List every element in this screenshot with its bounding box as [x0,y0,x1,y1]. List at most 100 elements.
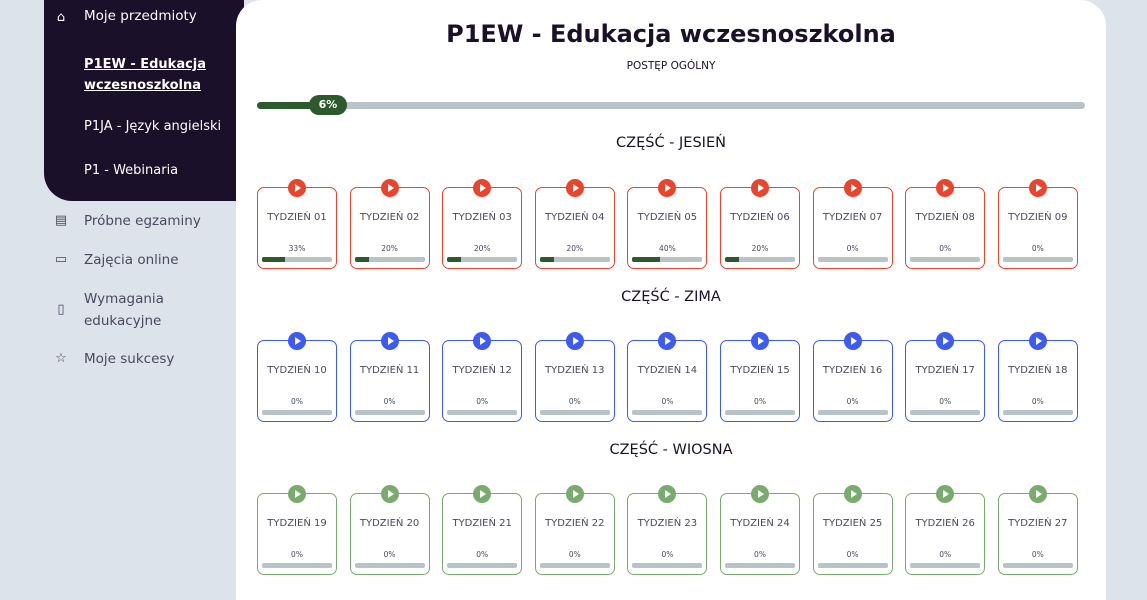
play-icon[interactable] [288,179,306,197]
play-icon[interactable] [473,332,492,350]
week-progress-bar [354,410,425,415]
subject-p1ew[interactable]: P1EW - Edukacja wczesnoszkolna [84,57,207,93]
week-card[interactable]: TYDZIEŃ 17 0% [905,332,986,422]
play-icon[interactable] [658,179,677,197]
week-card[interactable]: TYDZIEŃ 15 0% [720,332,800,422]
week-label: TYDZIEŃ 20 [359,518,420,529]
play-icon[interactable] [936,485,955,503]
week-card[interactable]: TYDZIEŃ 25 0% [812,485,893,575]
week-progress-text: 0% [383,397,396,406]
play-icon[interactable] [751,179,769,197]
week-card[interactable]: TYDZIEŃ 22 0% [534,485,615,575]
play-icon[interactable] [565,332,584,350]
week-card[interactable]: TYDZIEŃ 23 0% [627,485,708,575]
sidebar-item-zajecia-online[interactable]: Zajęcia online [84,252,179,268]
week-progress-bar [447,257,518,262]
play-icon[interactable] [380,179,399,197]
overall-progress-fill [257,102,324,109]
week-card[interactable]: TYDZIEŃ 09 0% [997,179,1078,269]
play-icon[interactable] [473,179,492,197]
week-progress-text: 20% [473,244,491,253]
week-label: TYDZIEŃ 09 [1008,212,1068,223]
week-card[interactable]: TYDZIEŃ 14 0% [627,332,708,422]
week-label: TYDZIEŃ 12 [452,365,512,376]
week-card[interactable]: TYDZIEŃ 03 20% [442,179,523,269]
week-progress-bar [910,257,981,262]
play-icon[interactable] [288,485,306,503]
week-progress-text: 33% [288,244,306,253]
play-icon[interactable] [1028,179,1047,197]
subject-p1-webinaria[interactable]: P1 - Webinaria [84,163,179,178]
play-icon[interactable] [380,332,399,350]
week-card[interactable]: TYDZIEŃ 08 0% [905,179,986,269]
week-card[interactable]: TYDZIEŃ 06 20% [720,179,800,269]
week-progress-bar [817,410,888,415]
week-card[interactable]: TYDZIEŃ 07 0% [812,179,893,269]
week-card[interactable]: TYDZIEŃ 24 0% [720,485,800,575]
week-card[interactable]: TYDZIEŃ 20 0% [349,485,430,575]
play-icon[interactable] [843,332,862,350]
week-label: TYDZIEŃ 06 [730,212,790,223]
play-icon[interactable] [658,332,677,350]
subjects-menu [44,0,244,201]
week-progress-bar [1002,563,1073,568]
play-icon[interactable] [751,332,769,350]
week-card[interactable]: TYDZIEŃ 10 0% [257,332,337,422]
play-icon[interactable] [380,485,399,503]
week-progress-fill [447,257,462,262]
section-title: CZĘŚĆ - ZIMA [621,289,721,305]
play-icon[interactable] [1028,485,1047,503]
play-icon[interactable] [565,179,584,197]
week-card[interactable]: TYDZIEŃ 04 20% [534,179,615,269]
play-icon[interactable] [936,179,955,197]
sidebar-item-wymagania[interactable]: Wymagania edukacyjne [84,291,164,329]
week-progress-bar [539,410,610,415]
week-card[interactable]: TYDZIEŃ 27 0% [997,485,1078,575]
week-progress-bar [1002,257,1073,262]
play-icon[interactable] [936,332,955,350]
play-icon[interactable] [658,485,677,503]
week-card[interactable]: TYDZIEŃ 11 0% [349,332,430,422]
week-card[interactable]: TYDZIEŃ 12 0% [442,332,523,422]
week-progress-bar [447,563,518,568]
subject-p1ja[interactable]: P1JA - Język angielski [84,119,222,134]
week-progress-text: 0% [291,550,303,559]
progress-label: POSTĘP OGÓLNY [626,60,716,72]
week-progress-bar [354,563,425,568]
play-icon[interactable] [843,179,862,197]
week-card[interactable]: TYDZIEŃ 26 0% [905,485,986,575]
play-icon[interactable] [1028,332,1047,350]
week-progress-bar [539,257,610,262]
week-progress-bar [632,257,703,262]
play-icon[interactable] [473,485,492,503]
play-icon[interactable] [751,485,769,503]
week-progress-text: 20% [381,244,398,253]
section-title: CZĘŚĆ - WIOSNA [609,442,733,458]
week-label: TYDZIEŃ 13 [545,365,605,376]
week-card[interactable]: TYDZIEŃ 13 0% [534,332,615,422]
week-progress-fill [632,257,661,262]
play-icon[interactable] [843,485,862,503]
sidebar-item-probne-egzaminy[interactable]: Próbne egzaminy [84,213,201,229]
week-progress-fill [725,257,739,262]
week-card[interactable]: TYDZIEŃ 02 20% [349,179,430,269]
week-card[interactable]: TYDZIEŃ 18 0% [997,332,1078,422]
week-label: TYDZIEŃ 16 [822,365,883,376]
sidebar-item-moje-sukcesy[interactable]: Moje sukcesy [84,351,175,367]
week-card[interactable]: TYDZIEŃ 16 0% [812,332,893,422]
week-progress-text: 0% [754,550,766,559]
week-card[interactable]: TYDZIEŃ 21 0% [442,485,523,575]
play-icon[interactable] [288,332,306,350]
play-icon[interactable] [565,485,584,503]
week-progress-fill [262,257,286,262]
week-progress-text: 0% [1031,244,1044,253]
week-card[interactable]: TYDZIEŃ 05 40% [627,179,708,269]
week-label: TYDZIEŃ 08 [915,212,975,223]
week-label: TYDZIEŃ 25 [822,518,883,529]
sidebar-item-moje-przedmioty[interactable]: Moje przedmioty [84,8,197,24]
week-progress-text: 0% [846,397,859,406]
week-label: TYDZIEŃ 17 [915,365,975,376]
week-card[interactable]: TYDZIEŃ 19 0% [257,485,337,575]
week-card[interactable]: TYDZIEŃ 01 33% [257,179,337,269]
week-label: TYDZIEŃ 19 [267,518,327,529]
